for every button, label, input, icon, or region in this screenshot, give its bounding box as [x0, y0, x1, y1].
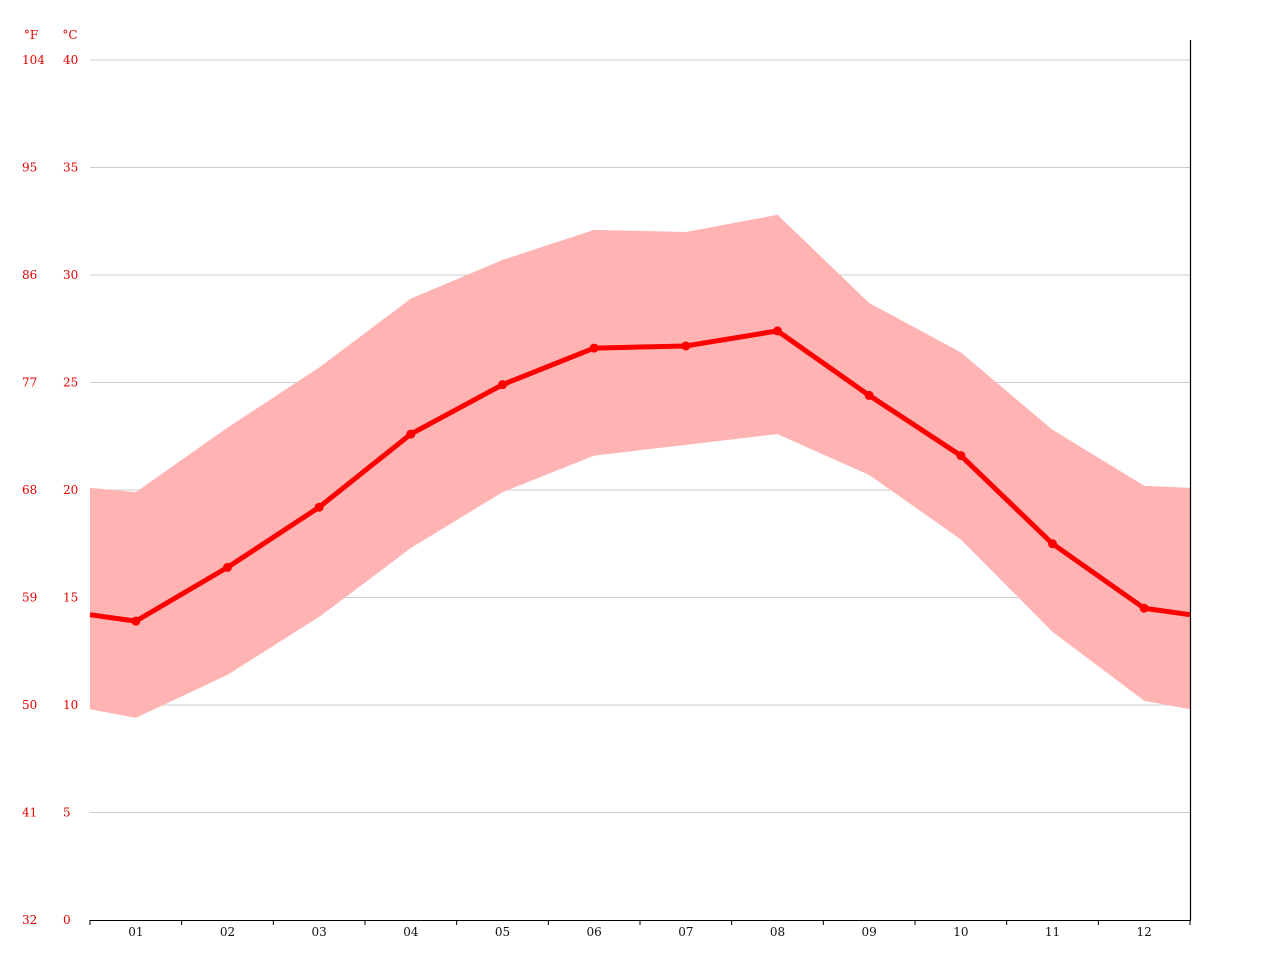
y-tick-label-c: 35 [63, 161, 78, 175]
x-tick-label-10: 10 [953, 925, 968, 939]
x-tick-label-05: 05 [495, 925, 510, 939]
mean-point-07 [681, 341, 691, 351]
x-tick-label-01: 01 [128, 925, 143, 939]
mean-point-08 [773, 326, 782, 336]
x-tick-label-11: 11 [1045, 925, 1060, 939]
mean-point-12 [1139, 603, 1149, 613]
x-tick-label-12: 12 [1137, 925, 1152, 939]
unit-celsius-label: °C [62, 28, 77, 42]
axes [89, 40, 1192, 925]
y-axis-labels: 32 0 41 5 50 10 59 15 68 20 77 25 86 30 95 35 104 40 [22, 53, 78, 927]
y-tick-label-c: 20 [63, 483, 78, 497]
y-tick-label-f: 104 [22, 53, 45, 67]
y-tick-label-f: 86 [22, 268, 37, 282]
unit-fahrenheit-label: °F [24, 28, 38, 42]
mean-point-09 [864, 390, 874, 400]
mean-point-01 [131, 616, 141, 626]
x-tick-label-07: 07 [678, 925, 693, 939]
temperature-band [90, 214, 1190, 718]
mean-point-10 [956, 451, 966, 461]
y-tick-label-f: 59 [22, 591, 37, 605]
y-tick-label-c: 0 [63, 913, 71, 927]
x-tick-label-06: 06 [587, 925, 602, 939]
x-tick-label-08: 08 [770, 925, 785, 939]
mean-point-11 [1048, 539, 1057, 549]
y-tick-label-c: 30 [63, 268, 78, 282]
mean-line [89, 328, 1191, 624]
mean-point-03 [314, 502, 324, 512]
y-tick-label-f: 68 [22, 483, 37, 497]
mean-point-05 [498, 380, 507, 390]
mean-point-04 [406, 429, 416, 439]
mean-point-06 [589, 343, 599, 353]
y-tick-label-c: 15 [63, 591, 78, 605]
temperature-range-band [90, 214, 1190, 718]
mean-temperature-points [131, 326, 1149, 626]
x-tick-label-09: 09 [862, 925, 877, 939]
y-tick-label-f: 32 [22, 913, 37, 927]
x-tick-label-04: 04 [403, 925, 419, 939]
y-tick-label-c: 25 [63, 376, 78, 390]
mean-temperature-line [89, 328, 1191, 624]
y-tick-label-f: 77 [22, 376, 37, 390]
mean-point-02 [223, 562, 232, 572]
x-tick-label-02: 02 [220, 925, 235, 939]
y-tick-label-c: 10 [63, 698, 78, 712]
y-tick-label-c: 5 [63, 806, 71, 820]
x-axis-labels: 01 02 03 04 05 06 07 08 09 10 11 12 [128, 925, 1152, 939]
y-tick-label-f: 50 [22, 698, 37, 712]
y-tick-label-f: 95 [22, 161, 37, 175]
y-tick-label-c: 40 [63, 53, 78, 67]
y-tick-label-f: 41 [22, 806, 37, 820]
x-tick-label-03: 03 [312, 925, 327, 939]
